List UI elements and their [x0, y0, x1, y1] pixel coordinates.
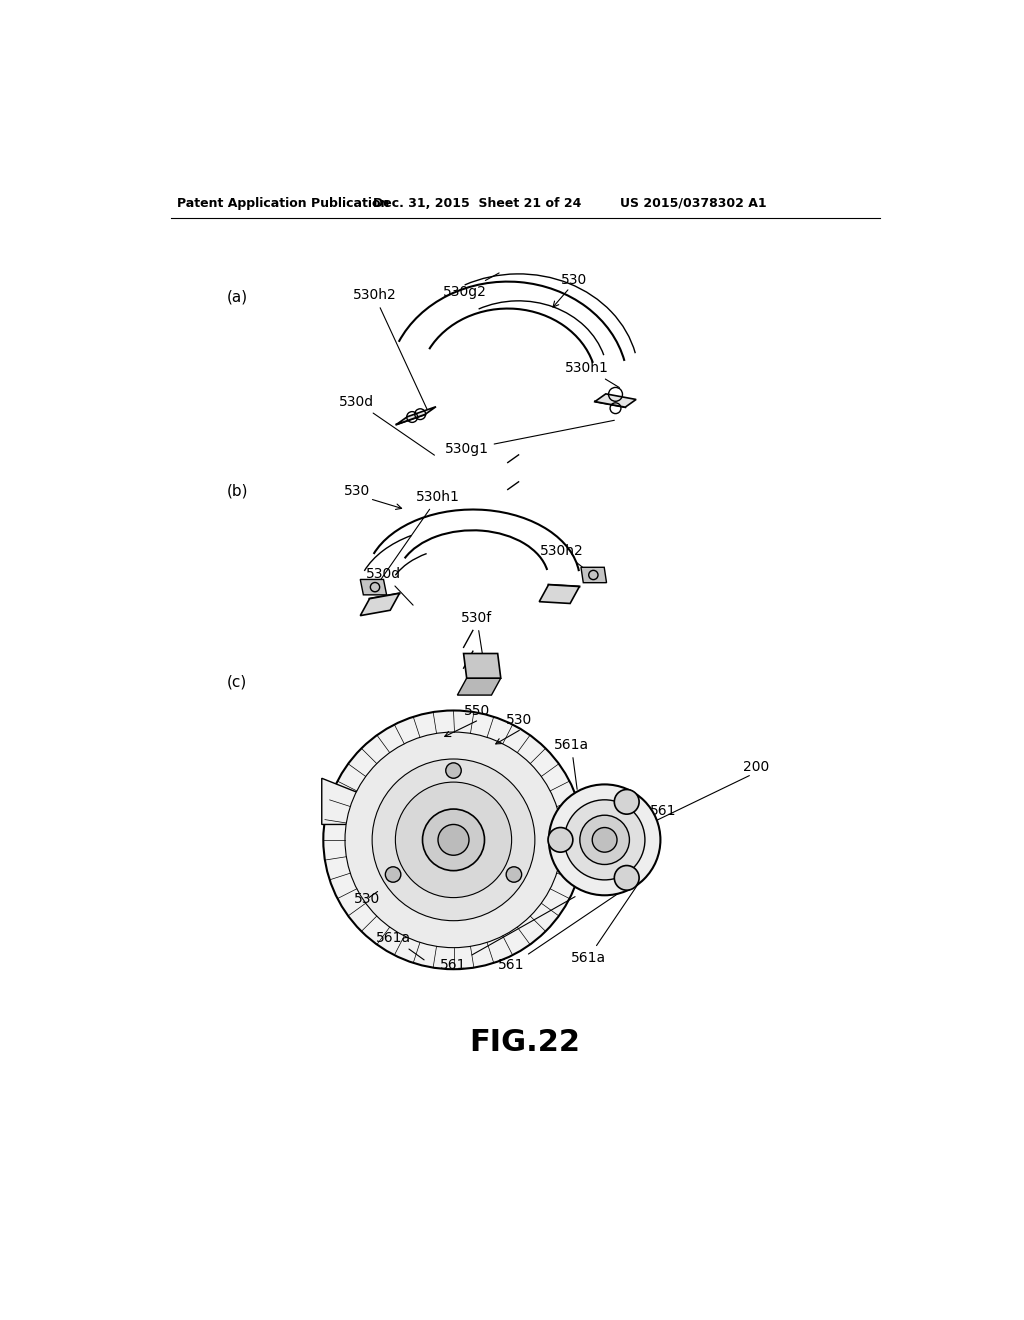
Text: 530h1: 530h1	[565, 360, 620, 388]
Text: 561: 561	[499, 894, 617, 973]
Polygon shape	[360, 593, 399, 615]
Text: 550: 550	[464, 705, 489, 718]
Text: Patent Application Publication: Patent Application Publication	[177, 197, 389, 210]
Text: 561: 561	[649, 804, 676, 841]
Polygon shape	[322, 779, 360, 825]
Text: 530d: 530d	[339, 395, 434, 455]
Text: 530d: 530d	[367, 568, 413, 605]
Text: 561: 561	[440, 896, 575, 973]
Text: 530g2: 530g2	[443, 273, 499, 298]
Circle shape	[395, 781, 512, 898]
Circle shape	[324, 710, 584, 969]
Text: FIG.22: FIG.22	[469, 1028, 581, 1057]
Polygon shape	[581, 568, 606, 582]
Circle shape	[564, 800, 645, 880]
Circle shape	[423, 809, 484, 871]
Circle shape	[345, 733, 562, 948]
Polygon shape	[396, 407, 436, 425]
Polygon shape	[464, 653, 501, 678]
Text: 561a: 561a	[570, 862, 653, 965]
Text: 561a: 561a	[554, 738, 589, 789]
Polygon shape	[595, 393, 636, 407]
Circle shape	[592, 828, 617, 853]
Circle shape	[549, 784, 660, 895]
Text: US 2015/0378302 A1: US 2015/0378302 A1	[621, 197, 767, 210]
Text: Dec. 31, 2015  Sheet 21 of 24: Dec. 31, 2015 Sheet 21 of 24	[373, 197, 581, 210]
Text: 530h2: 530h2	[352, 289, 427, 409]
Text: (a): (a)	[227, 289, 249, 305]
Text: (c): (c)	[227, 675, 248, 689]
Circle shape	[438, 825, 469, 855]
Polygon shape	[458, 678, 501, 696]
Circle shape	[372, 759, 535, 921]
Circle shape	[580, 816, 630, 865]
Text: (b): (b)	[227, 483, 249, 499]
Text: 530: 530	[506, 714, 532, 727]
Polygon shape	[540, 585, 580, 603]
Text: 530: 530	[353, 891, 380, 906]
Circle shape	[548, 828, 572, 853]
Text: 530f: 530f	[461, 611, 493, 665]
Circle shape	[506, 867, 521, 882]
Text: 200: 200	[742, 760, 769, 774]
Circle shape	[614, 789, 639, 814]
Text: 561a: 561a	[376, 931, 424, 960]
Circle shape	[614, 866, 639, 890]
Circle shape	[445, 763, 461, 779]
Circle shape	[385, 867, 400, 882]
Text: 530: 530	[343, 484, 370, 498]
Text: 530h1: 530h1	[377, 490, 460, 586]
Text: 530: 530	[560, 273, 587, 286]
Text: 530g1: 530g1	[444, 420, 614, 457]
Polygon shape	[360, 579, 387, 595]
Text: 530h2: 530h2	[540, 544, 591, 574]
